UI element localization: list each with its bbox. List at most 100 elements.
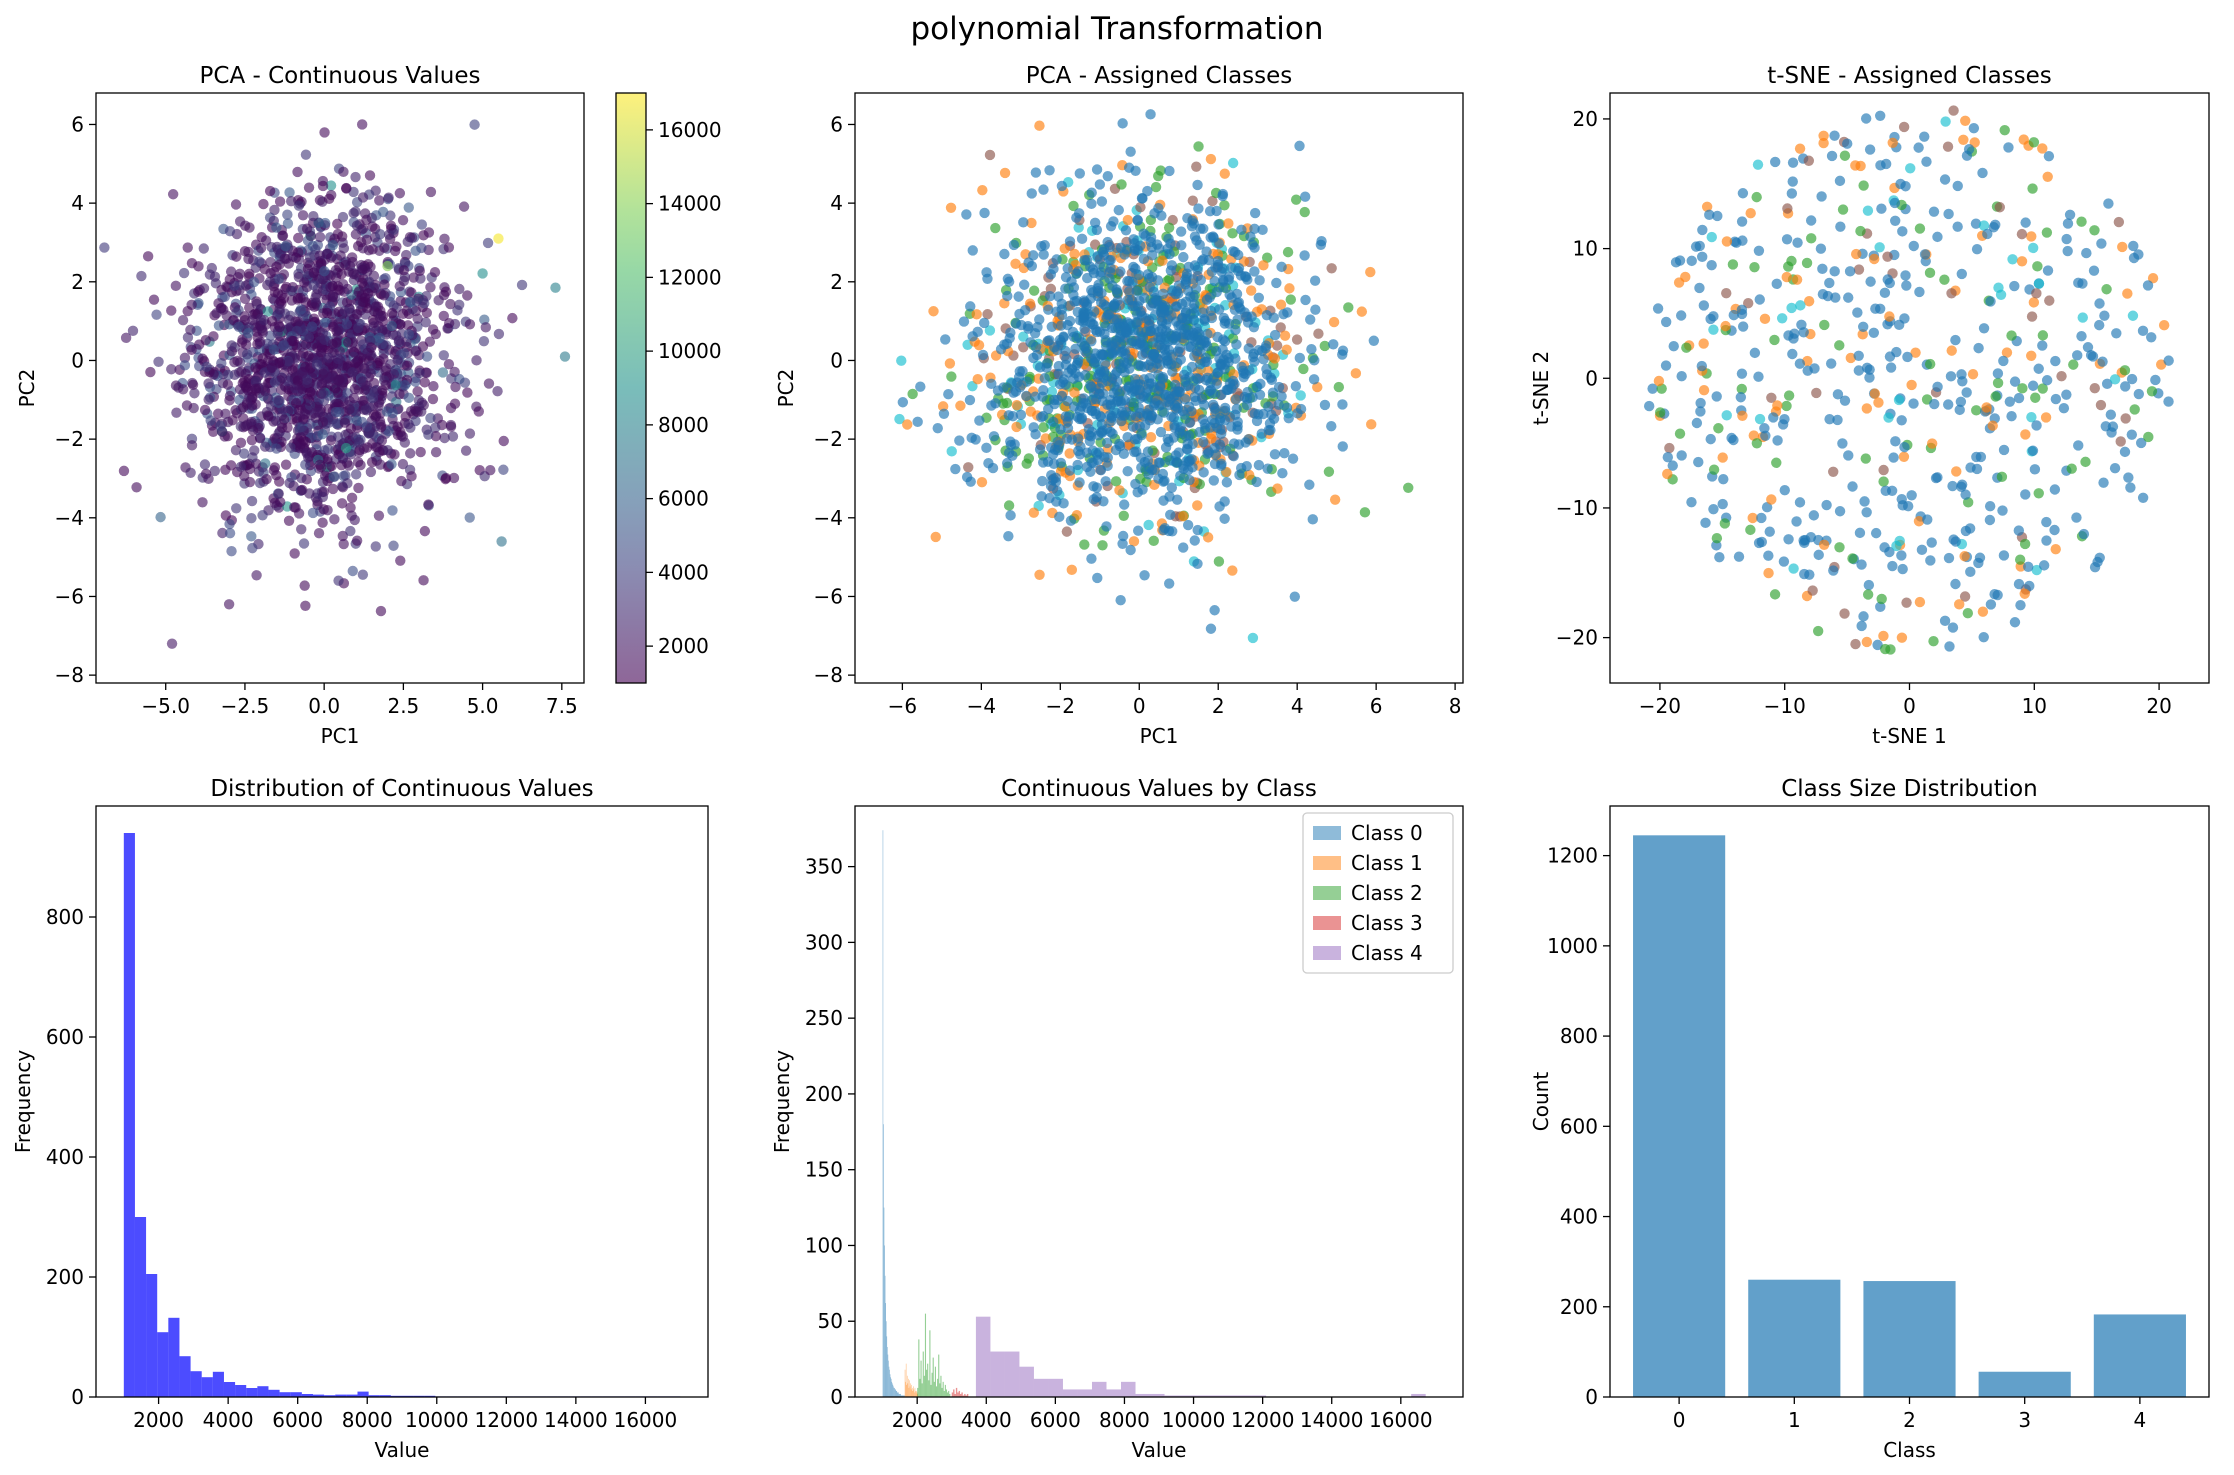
scatter-point <box>1861 636 1873 648</box>
scatter-point <box>170 280 182 292</box>
scatter-point <box>379 242 390 253</box>
colorbar-tick-label: 10000 <box>658 339 722 363</box>
scatter-point <box>1132 433 1143 445</box>
scatter-point <box>1051 254 1062 265</box>
scatter-point <box>220 510 232 521</box>
scatter-point <box>448 472 460 484</box>
scatter-point <box>1184 371 1195 383</box>
scatter-point <box>254 256 265 267</box>
hist-bar <box>312 1394 325 1397</box>
class-hist-bar <box>913 1389 915 1397</box>
scatter-point <box>982 309 993 320</box>
scatter-point <box>1212 259 1224 271</box>
scatter-point <box>1230 324 1241 336</box>
scatter-point <box>2097 356 2108 367</box>
scatter-point <box>1906 379 1917 391</box>
scatter-point <box>1943 399 1954 410</box>
scatter-point <box>1654 407 1666 418</box>
scatter-point <box>1965 566 1976 578</box>
scatter-point <box>2101 284 2112 295</box>
scatter-point <box>1982 228 1993 240</box>
scatter-point <box>1249 223 1260 235</box>
scatter-point <box>339 305 350 317</box>
scatter-point <box>1163 222 1175 233</box>
colorbar-tick-label: 8000 <box>658 413 709 437</box>
scatter-point <box>1005 439 1017 451</box>
class-hist-bar <box>962 1395 965 1397</box>
class-hist-bar <box>897 1392 899 1397</box>
y-tick-label: 200 <box>46 1265 84 1289</box>
scatter-point <box>1893 394 1905 406</box>
scatter-point <box>293 200 305 211</box>
scatter-point <box>322 248 333 260</box>
scatter-point <box>2028 297 2040 308</box>
scatter-point <box>243 327 254 339</box>
scatter-point <box>1924 358 1936 370</box>
scatter-point <box>1140 420 1151 431</box>
scatter-point <box>2050 393 2062 405</box>
scatter-point <box>282 218 294 229</box>
scatter-point <box>1132 525 1144 536</box>
scatter-point <box>1884 546 1895 558</box>
scatter-point <box>343 337 354 348</box>
scatter-point <box>186 440 198 451</box>
scatter-point <box>276 422 288 433</box>
scatter-point <box>224 528 236 539</box>
scatter-point <box>1158 495 1169 506</box>
scatter-point <box>1058 498 1069 509</box>
scatter-point <box>1691 417 1703 429</box>
scatter-point <box>2006 330 2017 341</box>
class-hist-bar <box>885 1321 887 1397</box>
scatter-point <box>443 358 455 370</box>
scatter-point <box>182 242 193 253</box>
scatter-point <box>2020 429 2031 440</box>
scatter-point <box>1326 421 1337 432</box>
scatter-point <box>963 462 974 473</box>
scatter-point <box>1227 228 1238 239</box>
scatter-point <box>414 265 425 277</box>
scatter-point <box>1131 446 1142 457</box>
scatter-point <box>2056 370 2067 382</box>
class-hist-bar <box>908 1378 909 1397</box>
scatter-point <box>986 400 997 411</box>
scatter-point <box>1668 341 1679 352</box>
scatter-point <box>1662 468 1673 480</box>
pca-classes-panel: PCA - Assigned Classes PC1 PC2 −6 −4 −2 0 2 4… <box>774 63 1464 748</box>
scatter-point <box>1110 444 1122 456</box>
scatter-point <box>1042 456 1054 467</box>
scatter-point <box>1072 433 1084 444</box>
scatter-point <box>2117 241 2128 253</box>
class-hist-bar <box>965 1395 967 1397</box>
scatter-point <box>2081 247 2092 259</box>
y-tick-label: 800 <box>1560 1024 1598 1048</box>
y-tick-label: 1000 <box>1547 934 1598 958</box>
x-tick-label: −2.5 <box>221 694 270 718</box>
scatter-point <box>1226 262 1237 273</box>
scatter-point <box>1187 195 1199 206</box>
scatter-point <box>972 326 983 338</box>
scatter-point <box>1984 514 1996 526</box>
scatter-point <box>1086 405 1097 416</box>
scatter-point <box>283 356 295 368</box>
scatter-point <box>209 271 221 282</box>
scatter-point <box>394 188 406 199</box>
scatter-point <box>2019 538 2031 550</box>
scatter-point <box>1174 343 1185 354</box>
scatter-point <box>2031 564 2042 576</box>
scatter-point <box>1217 188 1229 200</box>
scatter-point <box>244 463 256 475</box>
scatter-point <box>361 234 373 246</box>
scatter-point <box>1304 479 1315 490</box>
class-sizes-ylabel: Count <box>1529 1072 1553 1132</box>
scatter-point <box>1021 458 1032 469</box>
hist-bar <box>179 1356 191 1397</box>
scatter-point <box>1872 639 1883 651</box>
scatter-point <box>1026 217 1037 229</box>
scatter-point <box>464 512 475 523</box>
scatter-point <box>1161 318 1172 330</box>
scatter-point <box>1199 356 1211 368</box>
scatter-point <box>1985 599 1997 610</box>
scatter-point <box>386 308 398 319</box>
scatter-point <box>1771 278 1782 290</box>
scatter-point <box>1309 355 1320 366</box>
